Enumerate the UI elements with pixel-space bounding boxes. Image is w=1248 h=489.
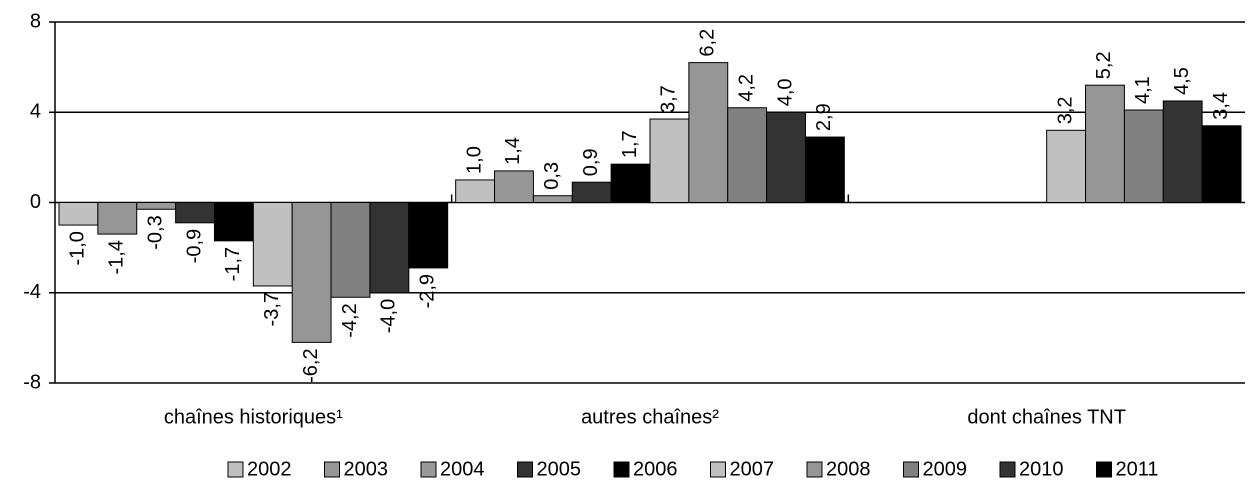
bar bbox=[408, 202, 449, 269]
value-label: 4,2 bbox=[735, 74, 757, 102]
legend-swatch bbox=[517, 461, 533, 478]
bar bbox=[252, 202, 293, 287]
bar bbox=[571, 181, 612, 204]
y-tick-label: -4 bbox=[23, 281, 41, 303]
legend-swatch bbox=[324, 461, 340, 478]
bar bbox=[330, 202, 371, 298]
value-label: 0,3 bbox=[541, 162, 563, 190]
bar bbox=[727, 107, 768, 203]
value-label: 3,7 bbox=[658, 85, 680, 113]
value-label: -0,9 bbox=[183, 229, 205, 263]
value-label: 1,4 bbox=[502, 137, 524, 165]
value-label: 3,4 bbox=[1210, 92, 1232, 120]
legend-label: 2008 bbox=[826, 458, 871, 480]
legend-swatch bbox=[227, 461, 244, 478]
value-label: -0,3 bbox=[144, 215, 166, 249]
bar bbox=[455, 179, 496, 203]
bar bbox=[649, 118, 690, 203]
legend-label: 2007 bbox=[730, 458, 775, 480]
value-label: 2,9 bbox=[813, 103, 835, 131]
y-tick-label: 4 bbox=[30, 101, 41, 123]
value-label: -1,4 bbox=[106, 240, 128, 274]
bar bbox=[136, 202, 177, 210]
value-label: -4,2 bbox=[339, 303, 361, 337]
bar bbox=[1123, 109, 1164, 203]
bar bbox=[688, 62, 729, 203]
bar bbox=[1046, 129, 1087, 203]
value-label: 4,0 bbox=[774, 78, 796, 106]
bar bbox=[97, 202, 138, 235]
legend-label: 2009 bbox=[923, 458, 968, 480]
legend-swatch bbox=[999, 461, 1016, 478]
value-label: 1,0 bbox=[463, 146, 485, 174]
y-tick-label: 0 bbox=[30, 191, 41, 213]
bar bbox=[766, 111, 806, 203]
legend-label: 2002 bbox=[247, 458, 292, 480]
bar bbox=[1085, 84, 1125, 203]
value-label: 0,9 bbox=[580, 148, 602, 176]
value-label: -2,9 bbox=[417, 274, 439, 308]
bar bbox=[58, 202, 99, 226]
value-label: 3,2 bbox=[1054, 96, 1076, 124]
y-tick-label: -8 bbox=[23, 371, 41, 393]
legend-swatch bbox=[1096, 461, 1112, 478]
legend-swatch bbox=[903, 461, 919, 478]
value-label: 5,2 bbox=[1093, 51, 1115, 79]
legend-label: 2011 bbox=[1116, 458, 1159, 480]
value-label: -1,7 bbox=[222, 247, 244, 281]
legend-label: 2004 bbox=[440, 458, 485, 480]
legend-label: 2010 bbox=[1019, 458, 1064, 480]
x-tick-label: chaînes historiques¹ bbox=[164, 406, 343, 428]
legend-swatch bbox=[420, 461, 437, 478]
value-label: 6,2 bbox=[697, 29, 719, 57]
x-tick-label: dont chaînes TNT bbox=[967, 406, 1126, 428]
value-label: -3,7 bbox=[261, 292, 283, 326]
bar bbox=[1162, 100, 1203, 203]
value-label: 4,1 bbox=[1132, 76, 1154, 104]
bar bbox=[1201, 125, 1242, 203]
bar bbox=[369, 202, 410, 294]
x-tick-label: autres chaînes² bbox=[581, 406, 719, 428]
bar bbox=[213, 202, 254, 242]
y-tick-label: 8 bbox=[30, 10, 41, 32]
value-label: 4,5 bbox=[1171, 67, 1193, 95]
bar bbox=[532, 195, 573, 203]
bar bbox=[291, 202, 332, 343]
legend-label: 2003 bbox=[344, 458, 389, 480]
legend-swatch bbox=[710, 461, 726, 478]
value-label: 1,7 bbox=[619, 130, 641, 158]
legend-swatch bbox=[613, 461, 630, 478]
legend-label: 2005 bbox=[537, 458, 582, 480]
bar bbox=[804, 136, 845, 204]
bar bbox=[494, 170, 534, 204]
value-label: -4,0 bbox=[378, 299, 400, 333]
legend-swatch bbox=[806, 461, 823, 478]
bar bbox=[610, 163, 651, 204]
value-label: -1,0 bbox=[67, 231, 89, 265]
bar bbox=[175, 202, 215, 224]
value-label: -6,2 bbox=[300, 348, 322, 382]
legend-label: 2006 bbox=[633, 458, 678, 480]
